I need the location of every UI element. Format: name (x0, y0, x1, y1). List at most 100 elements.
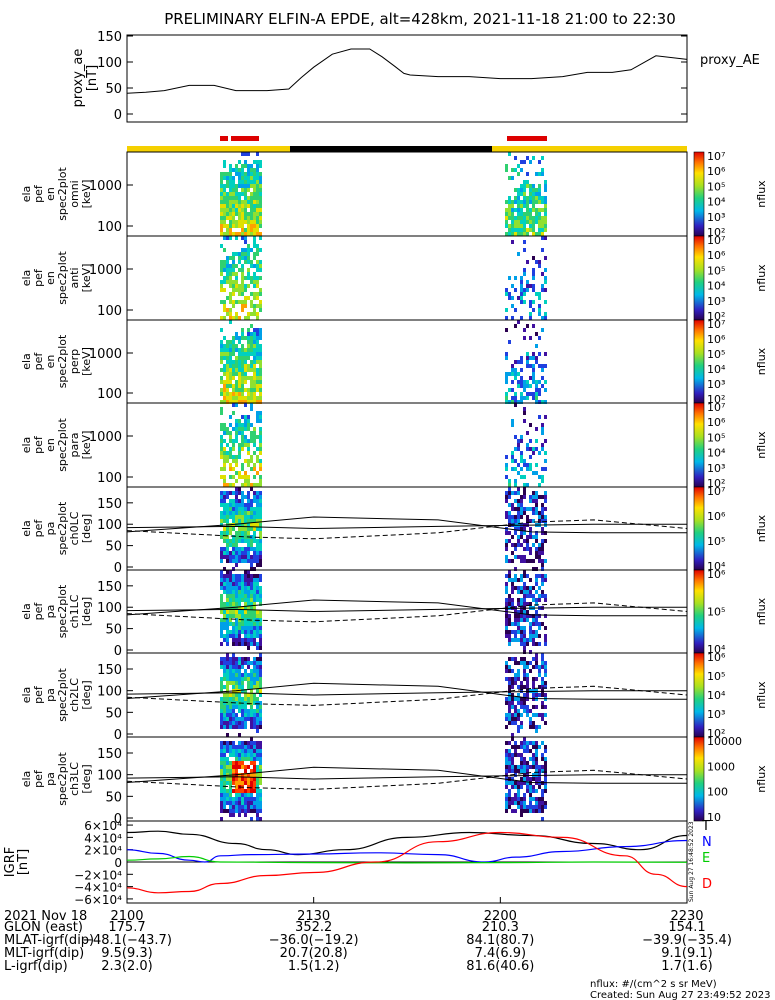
heatmap-cell (532, 396, 535, 400)
proxy-ae-series-line (126, 48, 688, 94)
heatmap-cell (244, 439, 247, 443)
heatmap-cell (232, 535, 235, 539)
heatmap-cell (232, 184, 235, 188)
heatmap-cell (253, 634, 256, 638)
heatmap-cell (517, 212, 520, 216)
heatmap-cell (535, 555, 538, 559)
heatmap-cell (511, 364, 514, 368)
heatmap-cell (244, 160, 247, 164)
heatmap-cell (541, 507, 544, 511)
heatmap-cell (538, 336, 541, 340)
heatmap-cell (244, 443, 247, 447)
heatmap-cell (226, 256, 229, 260)
heatmap-cell (256, 224, 259, 228)
heatmap-cell (532, 156, 535, 160)
heatmap-cell (244, 586, 247, 590)
heatmap-cell (526, 200, 529, 204)
heatmap-cell (241, 578, 244, 582)
heatmap-cell (505, 753, 508, 757)
heatmap-cell (232, 622, 235, 626)
heatmap-cell (505, 765, 508, 769)
ephemeris-value: −48.1(−43.7) (82, 933, 172, 948)
heatmap-cell (250, 380, 253, 384)
heatmap-cell (253, 312, 256, 316)
heatmap-cell (544, 765, 547, 769)
heatmap-cell (256, 415, 259, 419)
igrf-legend-t: T (701, 819, 710, 834)
heatmap-cell (538, 495, 541, 499)
heatmap-cell (253, 176, 256, 180)
heatmap-cell (241, 761, 244, 765)
heatmap-cell (529, 559, 532, 563)
heatmap-cell (223, 268, 226, 272)
heatmap-cell (541, 208, 544, 212)
heatmap-cell (250, 348, 253, 352)
heatmap-cell (259, 519, 262, 523)
heatmap-cell (247, 415, 250, 419)
heatmap-cell (235, 765, 238, 769)
heatmap-cell (538, 188, 541, 192)
heatmap-cell (508, 618, 511, 622)
heatmap-cell (241, 777, 244, 781)
heatmap-cell (229, 392, 232, 396)
heatmap-cell (523, 384, 526, 388)
heatmap-cell (544, 661, 547, 665)
heatmap-cell (535, 260, 538, 264)
heatmap-cell (526, 519, 529, 523)
heatmap-cell (523, 192, 526, 196)
heatmap-cell (517, 252, 520, 256)
panel-ytick-label: 100 (97, 518, 122, 533)
heatmap-cell (538, 483, 541, 487)
heatmap-cell (259, 681, 262, 685)
heatmap-cell (529, 200, 532, 204)
heatmap-cell (259, 634, 262, 638)
heatmap-cell (511, 220, 514, 224)
heatmap-cell (517, 789, 520, 793)
heatmap-cell (256, 280, 259, 284)
heatmap-cell (232, 709, 235, 713)
heatmap-cell (244, 527, 247, 531)
heatmap-cell (253, 216, 256, 220)
heatmap-cell (529, 741, 532, 745)
heatmap-cell (535, 630, 538, 634)
heatmap-cell (232, 447, 235, 451)
heatmap-cell (259, 638, 262, 642)
heatmap-cell (226, 701, 229, 705)
heatmap-cell (220, 216, 223, 220)
heatmap-cell (250, 196, 253, 200)
heatmap-cell (220, 817, 223, 821)
panel-ylabel-line: [deg] (80, 514, 93, 543)
heatmap-cell (244, 753, 247, 757)
heatmap-cell (238, 212, 241, 216)
heatmap-cell (250, 515, 253, 519)
heatmap-cell (235, 594, 238, 598)
colorbar-tick-label: 100 (707, 786, 728, 799)
heatmap-cell (232, 717, 235, 721)
heatmap-cell (241, 642, 244, 646)
heatmap-cell (535, 749, 538, 753)
heatmap-cell (247, 260, 250, 264)
heatmap-cell (238, 180, 241, 184)
heatmap-cell (541, 817, 544, 821)
heatmap-cell (223, 348, 226, 352)
heatmap-cell (541, 741, 544, 745)
heatmap-cell (247, 316, 250, 320)
heatmap-cell (226, 653, 229, 657)
heatmap-cell (241, 252, 244, 256)
heatmap-cell (535, 729, 538, 733)
heatmap-cell (220, 244, 223, 248)
heatmap-cell (535, 192, 538, 196)
heatmap-cell (232, 559, 235, 563)
heatmap-cell (220, 789, 223, 793)
heatmap-cell (226, 590, 229, 594)
heatmap-cell (250, 785, 253, 789)
heatmap-cell (238, 606, 241, 610)
heatmap-cell (223, 797, 226, 801)
heatmap-cell (232, 606, 235, 610)
heatmap-cell (235, 606, 238, 610)
panel-ylabel-line: pef (32, 769, 45, 788)
heatmap-cell (244, 677, 247, 681)
heatmap-cell (256, 495, 259, 499)
heatmap-cell (226, 507, 229, 511)
heatmap-cell (535, 344, 538, 348)
